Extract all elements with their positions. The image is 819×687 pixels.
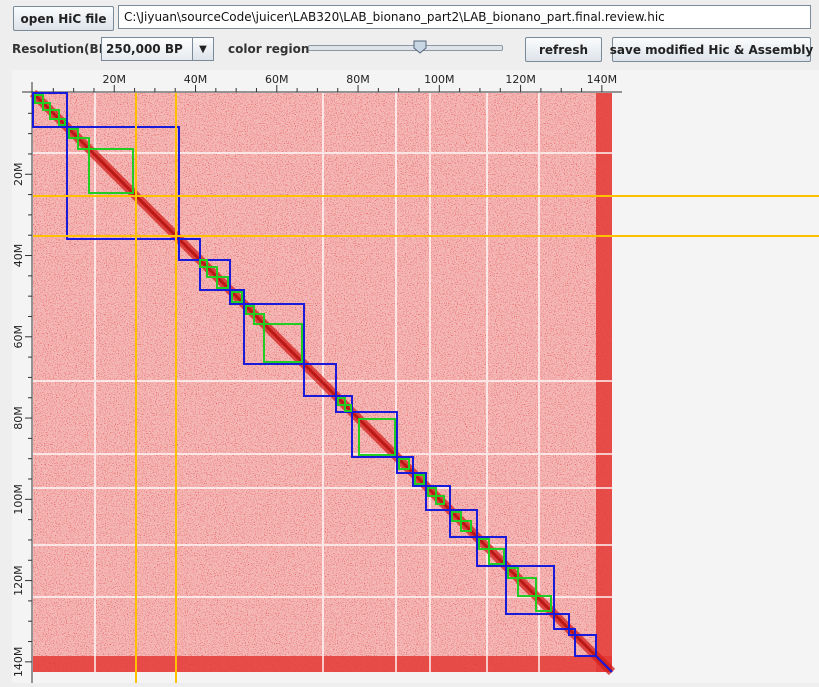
y-tick-label: 80M <box>12 406 25 430</box>
contig-boxes[interactable] <box>34 94 552 612</box>
file-path-field[interactable]: C:\Jiyuan\sourceCode\juicer\LAB320\LAB_b… <box>118 5 811 29</box>
y-tick-label: 140M <box>12 647 25 678</box>
x-tick-label: 80M <box>346 73 370 86</box>
x-axis-ticks <box>52 85 603 92</box>
x-tick-label: 120M <box>505 73 536 86</box>
y-tick-label: 120M <box>12 565 25 596</box>
y-axis-tick-labels: 20M 40M 60M 80M 100M 120M 140M <box>12 163 25 678</box>
save-modified-hic-assembly-button[interactable]: save modified Hic & Assembly <box>610 37 813 62</box>
color-region-slider[interactable] <box>308 45 503 51</box>
heatmap-panel[interactable]: 20M 40M 60M 80M 100M 120M 140M 20M 40M 60M 80M 100… <box>12 70 819 683</box>
y-tick-label: 20M <box>12 163 25 187</box>
x-tick-label: 20M <box>103 73 127 86</box>
x-tick-label: 40M <box>184 73 208 86</box>
resolution-value: 250,000 BP <box>106 42 183 56</box>
main-diagonal-core <box>31 91 614 674</box>
y-tick-label: 60M <box>12 325 25 349</box>
x-tick-label: 100M <box>424 73 455 86</box>
x-tick-label: 60M <box>265 73 289 86</box>
resolution-label: Resolution(BP) <box>12 42 113 56</box>
open-hic-file-button[interactable]: open HiC file <box>13 6 114 31</box>
y-tick-label: 40M <box>12 244 25 267</box>
chevron-down-icon[interactable]: ▼ <box>192 38 213 60</box>
refresh-button[interactable]: refresh <box>525 37 602 62</box>
hic-contact-map[interactable]: 20M 40M 60M 80M 100M 120M 140M 20M 40M 60M 80M 100… <box>12 70 819 683</box>
selection-lines[interactable] <box>33 93 819 683</box>
scaffold-boxes[interactable] <box>32 92 613 673</box>
edge-band-right <box>596 93 612 672</box>
y-tick-label: 100M <box>12 484 25 515</box>
color-region-label: color region <box>228 42 310 56</box>
x-axis-tick-labels: 20M 40M 60M 80M 100M 120M 140M <box>103 73 618 86</box>
resolution-dropdown[interactable]: 250,000 BP ▼ <box>101 37 214 61</box>
x-tick-label: 140M <box>587 73 618 86</box>
y-axis-ticks <box>25 112 32 663</box>
color-region-slider-thumb[interactable] <box>413 40 427 54</box>
